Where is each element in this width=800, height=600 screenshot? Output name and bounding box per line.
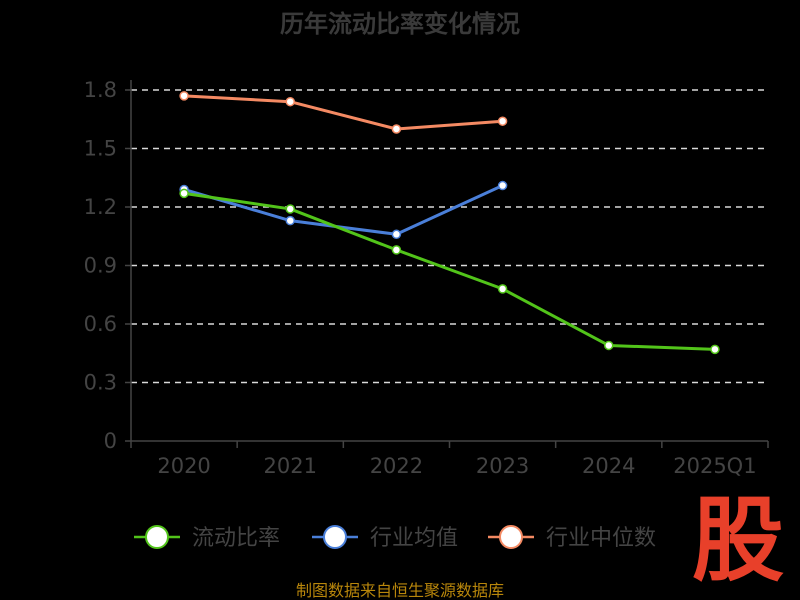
legend-item-0[interactable]: 流动比率 — [134, 525, 280, 551]
source-note: 制图数据来自恒生聚源数据库 — [296, 581, 504, 600]
data-point[interactable] — [285, 96, 295, 107]
y-tick-label: 0.6 — [84, 312, 117, 336]
chart-title: 历年流动比率变化情况 — [280, 10, 520, 38]
data-point[interactable] — [391, 124, 402, 134]
data-point[interactable] — [497, 284, 508, 294]
legend-marker — [323, 525, 347, 549]
y-tick-label: 1.2 — [84, 195, 117, 219]
legend-label: 流动比率 — [192, 526, 280, 551]
y-tick-label: 0.3 — [84, 371, 117, 395]
data-point[interactable] — [604, 340, 614, 351]
x-tick-label: 2021 — [264, 454, 317, 478]
y-tick-label: 0 — [104, 429, 117, 453]
data-point[interactable] — [391, 245, 402, 255]
data-point[interactable] — [285, 215, 295, 226]
series-line — [183, 184, 504, 236]
data-point[interactable] — [179, 188, 189, 199]
y-tick-label: 1.8 — [84, 78, 117, 102]
series-0 — [179, 188, 720, 355]
legend-item-1[interactable]: 行业均值 — [312, 525, 458, 551]
legend-label: 行业均值 — [370, 526, 458, 551]
x-tick-label: 2022 — [370, 454, 423, 478]
legend-marker — [145, 525, 169, 549]
data-point[interactable] — [710, 344, 720, 355]
y-tick-label: 0.9 — [84, 254, 117, 278]
x-tick-label: 2023 — [476, 454, 529, 478]
y-tick-label: 1.5 — [84, 137, 117, 161]
series-line — [183, 191, 715, 351]
data-point[interactable] — [497, 180, 508, 191]
data-point[interactable] — [391, 229, 402, 240]
brand-logo: 股 — [692, 487, 784, 594]
legend-label: 行业中位数 — [546, 526, 656, 551]
x-tick-label: 2020 — [157, 454, 210, 478]
x-tick-label: 2024 — [582, 454, 635, 478]
data-point[interactable] — [497, 116, 508, 126]
data-point[interactable] — [285, 204, 295, 214]
legend-marker — [499, 525, 523, 549]
x-tick-label: 2025Q1 — [673, 454, 756, 478]
series-line — [184, 94, 503, 131]
data-point[interactable] — [179, 91, 189, 101]
series-2 — [179, 91, 508, 134]
legend-item-2[interactable]: 行业中位数 — [488, 525, 656, 551]
